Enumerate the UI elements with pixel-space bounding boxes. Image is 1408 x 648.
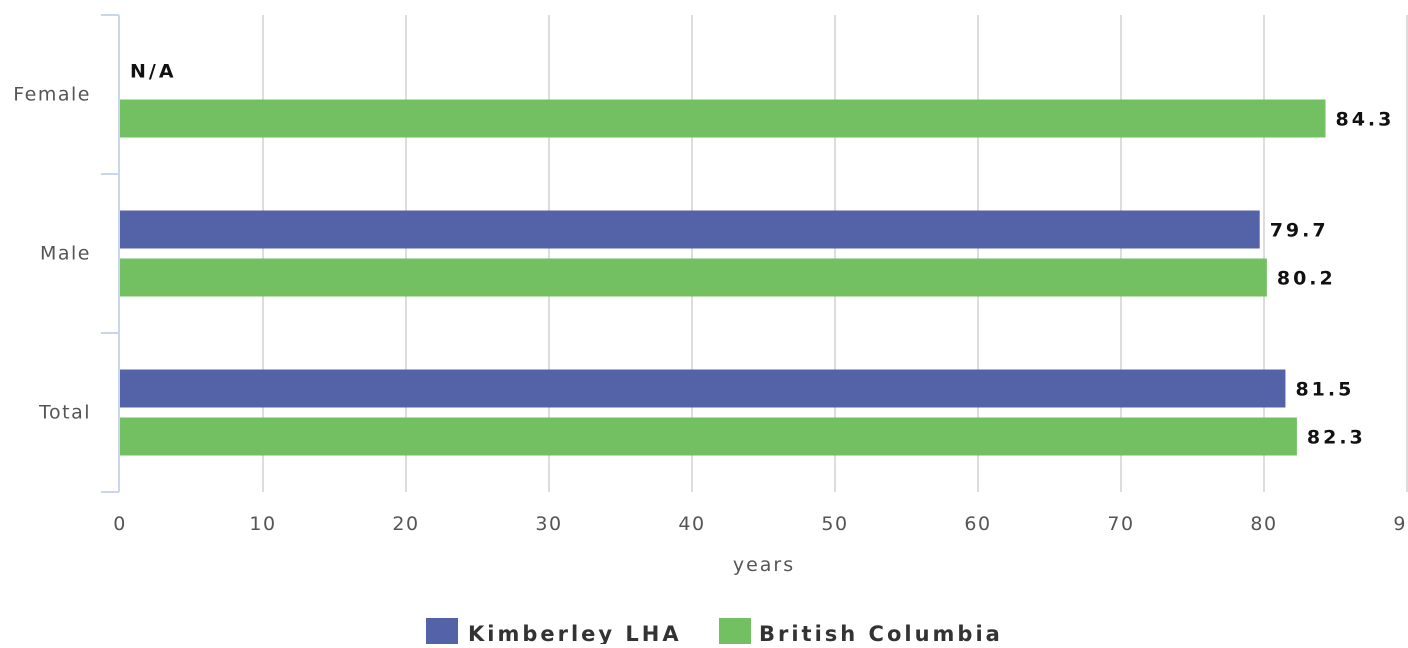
legend-item[interactable]: British Columbia [719, 618, 1003, 646]
bar [120, 99, 1326, 138]
x-axis-ticks: 0 10 20 30 40 50 60 70 80 90 [113, 513, 1408, 535]
legend-swatch [719, 618, 751, 644]
x-tick-label: 90 [1393, 513, 1408, 535]
legend-swatch [426, 618, 458, 644]
grid-lines [262, 15, 1408, 492]
x-axis-title: years [733, 554, 795, 576]
data-labels: N/A 84.3 79.7 80.2 81.5 82.3 [130, 61, 1394, 449]
bar [120, 258, 1267, 297]
legend: Kimberley LHA British Columbia [426, 618, 1003, 646]
x-tick-label: 30 [535, 513, 562, 535]
category-label: Total [38, 402, 91, 424]
data-label: 81.5 [1295, 379, 1354, 401]
category-label: Female [13, 84, 91, 106]
category-label: Male [40, 243, 91, 265]
data-label: 79.7 [1270, 220, 1329, 242]
data-label: 82.3 [1307, 427, 1366, 449]
legend-label: British Columbia [759, 622, 1003, 644]
data-label: 80.2 [1277, 268, 1336, 290]
bar [120, 369, 1286, 408]
x-tick-label: 10 [249, 513, 276, 535]
bar [120, 417, 1297, 456]
legend-label: Kimberley LHA [468, 622, 682, 644]
legend-item[interactable]: Kimberley LHA [426, 618, 682, 646]
x-tick-label: 60 [964, 513, 991, 535]
x-tick-label: 50 [821, 513, 848, 535]
bar [120, 210, 1260, 249]
data-label: N/A [130, 61, 177, 83]
x-tick-label: 80 [1250, 513, 1277, 535]
category-axis: Female Male Total [13, 14, 120, 493]
x-tick-label: 20 [392, 513, 419, 535]
x-tick-label: 0 [113, 513, 127, 535]
data-label: 84.3 [1335, 109, 1394, 131]
bars [120, 99, 1326, 456]
x-tick-label: 40 [678, 513, 705, 535]
x-tick-label: 70 [1107, 513, 1134, 535]
